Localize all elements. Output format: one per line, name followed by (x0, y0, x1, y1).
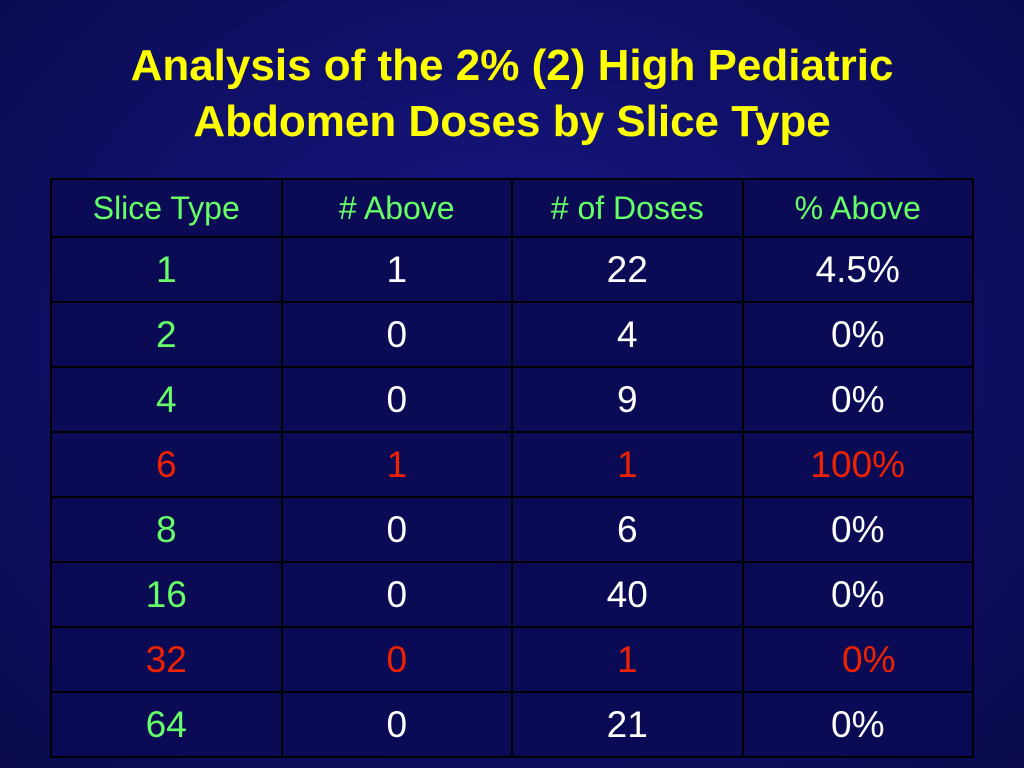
above-cell: 1 (280, 236, 513, 303)
slice-type-cell: 6 (50, 431, 283, 498)
above-cell: 0 (280, 366, 513, 433)
percent-above-cell: 0% (741, 626, 974, 693)
above-cell: 0 (280, 496, 513, 563)
slice-type-cell: 32 (50, 626, 283, 693)
dose-table: Slice Type # Above # of Doses % Above 1 … (50, 178, 974, 758)
doses-cell: 6 (511, 496, 744, 563)
table-header-row: Slice Type # Above # of Doses % Above (50, 178, 974, 238)
header-of-doses: # of Doses (511, 178, 744, 238)
table-row: 2 0 4 0% (50, 301, 974, 368)
slice-type-cell: 64 (50, 691, 283, 758)
slice-type-cell: 2 (50, 301, 283, 368)
doses-cell: 22 (511, 236, 744, 303)
slide-title: Analysis of the 2% (2) High Pediatric Ab… (0, 38, 1024, 150)
percent-above-cell: 100% (741, 431, 974, 498)
title-line-2: Abdomen Doses by Slice Type (193, 97, 831, 146)
doses-cell: 1 (511, 626, 744, 693)
above-cell: 0 (280, 301, 513, 368)
table-row: 1 1 22 4.5% (50, 236, 974, 303)
doses-cell: 40 (511, 561, 744, 628)
percent-above-cell: 0% (741, 301, 974, 368)
slice-type-cell: 16 (50, 561, 283, 628)
table-row: 64 0 21 0% (50, 691, 974, 758)
percent-above-cell: 0% (741, 496, 974, 563)
table-row: 8 0 6 0% (50, 496, 974, 563)
table-row: 16 0 40 0% (50, 561, 974, 628)
doses-cell: 4 (511, 301, 744, 368)
slice-type-cell: 8 (50, 496, 283, 563)
percent-above-cell: 0% (741, 366, 974, 433)
doses-cell: 21 (511, 691, 744, 758)
title-line-1: Analysis of the 2% (2) High Pediatric (130, 41, 894, 90)
header-percent-above: % Above (741, 178, 974, 238)
slice-type-cell: 1 (50, 236, 283, 303)
doses-cell: 1 (511, 431, 744, 498)
header-above: # Above (280, 178, 513, 238)
doses-cell: 9 (511, 366, 744, 433)
percent-above-cell: 4.5% (741, 236, 974, 303)
above-cell: 0 (280, 691, 513, 758)
percent-above-cell: 0% (741, 561, 974, 628)
table-row-highlighted: 6 1 1 100% (50, 431, 974, 498)
above-cell: 0 (280, 626, 513, 693)
table-row: 4 0 9 0% (50, 366, 974, 433)
header-slice-type: Slice Type (50, 178, 283, 238)
slice-type-cell: 4 (50, 366, 283, 433)
above-cell: 1 (280, 431, 513, 498)
percent-above-cell: 0% (741, 691, 974, 758)
table-row-highlighted: 32 0 1 0% (50, 626, 974, 693)
above-cell: 0 (280, 561, 513, 628)
